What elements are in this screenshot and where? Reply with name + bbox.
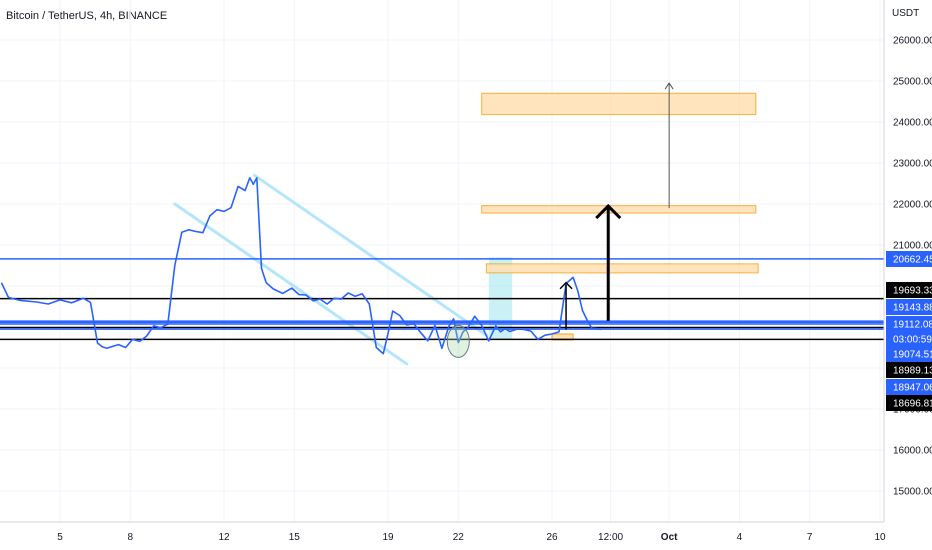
price-series <box>0 177 602 355</box>
y-tick-label: 23000.00 <box>893 159 932 170</box>
price-tag-bg <box>886 346 932 362</box>
y-tick-label: 24000.00 <box>893 118 932 129</box>
descending-channel <box>173 173 488 366</box>
x-tick-label: 8 <box>128 532 134 543</box>
price-tag: 18947.06 <box>886 379 932 395</box>
target-arrow-head <box>664 82 674 90</box>
y-tick-label: 21000.00 <box>893 241 932 252</box>
x-tick-label: 12:00 <box>598 532 623 543</box>
price-levels <box>0 258 884 341</box>
x-tick-label: 7 <box>807 532 813 543</box>
x-tick-label: 5 <box>57 532 63 543</box>
chart-title: Bitcoin / TetherUS, 4h, BINANCE <box>6 10 168 22</box>
x-tick-label: 4 <box>737 532 743 543</box>
x-tick-label: Oct <box>661 532 678 543</box>
low-marker-circle <box>446 324 470 358</box>
price-tag-label: 19143.88 <box>893 303 932 314</box>
x-tick-label: 10 <box>874 532 886 543</box>
price-tag-bg <box>886 379 932 395</box>
price-tag-label: 19693.33 <box>893 286 932 297</box>
price-tag: 03:00:59 <box>886 331 932 347</box>
price-tag-label: 18696.81 <box>893 399 932 410</box>
arrow-head <box>559 281 573 290</box>
x-tick-label: 12 <box>218 532 230 543</box>
grid <box>0 0 884 522</box>
target-zones <box>481 92 759 341</box>
y-tick-label: 16000.00 <box>893 446 932 457</box>
x-tick-label: 19 <box>382 532 394 543</box>
price-tag: 19143.88 <box>886 299 932 315</box>
currency-label: USDT <box>892 8 919 19</box>
target-zone <box>481 92 757 116</box>
price-line <box>0 177 602 355</box>
y-tick-label: 26000.00 <box>893 36 932 47</box>
price-tag: 20662.45 <box>886 251 932 267</box>
y-tick-label: 22000.00 <box>893 200 932 211</box>
price-tag-bg <box>886 362 932 378</box>
price-tag: 18989.13 <box>886 362 932 378</box>
price-tag-label: 18947.06 <box>893 383 932 394</box>
price-tag-label: 18989.13 <box>893 366 932 377</box>
price-tag-bg <box>886 395 932 411</box>
x-tick-label: 22 <box>453 532 465 543</box>
price-tag-label: 03:00:59 <box>893 335 932 346</box>
annotations <box>446 82 674 358</box>
y-tick-label: 15000.00 <box>893 487 932 498</box>
channel-line <box>252 173 488 337</box>
target-zone <box>485 263 759 274</box>
y-tick-label: 25000.00 <box>893 77 932 88</box>
price-tag-bg <box>886 299 932 315</box>
price-tag-bg <box>886 251 932 267</box>
x-tick-label: 26 <box>546 532 558 543</box>
price-tag: 19112.08 <box>886 316 932 332</box>
price-tag: 19074.51 <box>886 346 932 362</box>
price-tag-label: 19074.51 <box>893 350 932 361</box>
price-tag: 19693.33 <box>886 282 932 298</box>
channel-line <box>173 202 409 366</box>
price-tag-bg <box>886 316 932 332</box>
price-axis-bg <box>884 0 932 550</box>
price-tag: 18696.81 <box>886 395 932 411</box>
price-tag-label: 20662.45 <box>893 255 932 266</box>
price-tag-label: 19112.08 <box>893 320 932 331</box>
x-tick-label: 15 <box>289 532 301 543</box>
small-up-arrow <box>559 281 573 330</box>
price-tag-bg <box>886 331 932 347</box>
big-up-arrow <box>595 203 622 321</box>
price-tag-bg <box>886 282 932 298</box>
arrow-head <box>595 203 622 220</box>
target-zone <box>481 205 757 214</box>
